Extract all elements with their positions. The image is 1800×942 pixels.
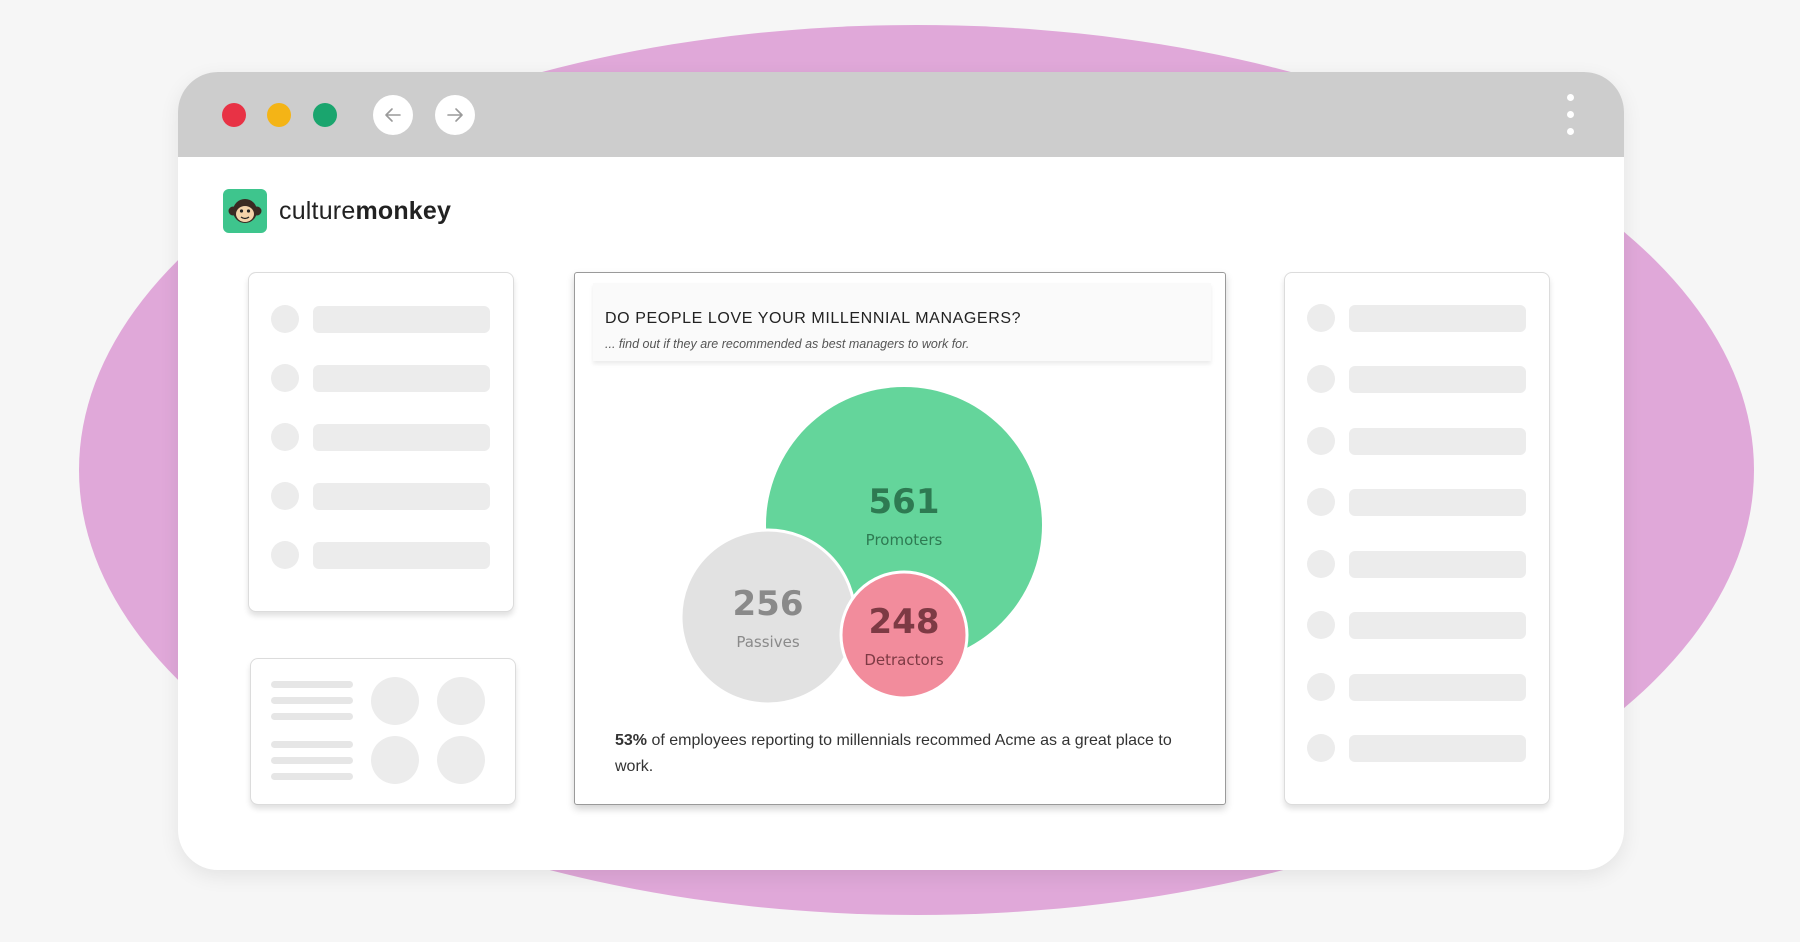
placeholder-row: [271, 364, 491, 392]
question-header: DO PEOPLE LOVE YOUR MILLENNIAL MANAGERS?…: [593, 283, 1211, 361]
placeholder-line: [271, 713, 353, 720]
placeholder-row: [1307, 611, 1527, 639]
summary-percentage: 53%: [615, 732, 648, 749]
bubble-passives[interactable]: 256 Passives: [679, 528, 857, 706]
bubble-value-detractors: 248: [869, 602, 940, 642]
placeholder-row: [1307, 488, 1527, 516]
bubble-label-passives: Passives: [736, 633, 799, 651]
close-button[interactable]: [222, 103, 246, 127]
forward-button[interactable]: [435, 95, 475, 135]
placeholder-grid-card: [250, 658, 516, 805]
question-subtitle: ... find out if they are recommended as …: [605, 337, 970, 351]
question-title: DO PEOPLE LOVE YOUR MILLENNIAL MANAGERS?: [605, 310, 1022, 327]
maximize-button[interactable]: [313, 103, 337, 127]
placeholder-line: [271, 773, 353, 780]
placeholder-circle: [371, 736, 419, 784]
bubble-label-detractors: Detractors: [864, 651, 943, 669]
arrow-right-icon: [447, 108, 463, 122]
back-button[interactable]: [373, 95, 413, 135]
placeholder-row: [1307, 304, 1527, 332]
brand-name: culturemonkey: [279, 197, 451, 226]
monkey-icon: [223, 189, 267, 233]
bubble-value-passives: 256: [733, 584, 804, 624]
browser-window: culturemonkey DO PEOPLE L: [178, 72, 1624, 870]
summary-body: of employees reporting to millennials re…: [615, 732, 1172, 775]
placeholder-line: [271, 757, 353, 764]
placeholder-row: [1307, 734, 1527, 762]
bubble-label-promoters: Promoters: [866, 531, 943, 549]
brand-name-bold: monkey: [355, 196, 452, 225]
minimize-button[interactable]: [267, 103, 291, 127]
placeholder-line: [271, 697, 353, 704]
placeholder-row: [1307, 427, 1527, 455]
kebab-menu-icon[interactable]: [1564, 94, 1576, 138]
placeholder-row: [271, 423, 491, 451]
brand-name-light: culture: [279, 196, 356, 225]
placeholder-row: [1307, 365, 1527, 393]
nps-bubble-chart: 561 Promoters 256 Passives 248 Detractors: [679, 387, 1042, 706]
survey-result-card: DO PEOPLE LOVE YOUR MILLENNIAL MANAGERS?…: [574, 272, 1226, 805]
bubble-value-promoters: 561: [869, 482, 940, 522]
brand-logo[interactable]: culturemonkey: [223, 189, 451, 233]
placeholder-line: [271, 681, 353, 688]
placeholder-row: [271, 482, 491, 510]
placeholder-row: [271, 305, 491, 333]
placeholder-line: [271, 741, 353, 748]
placeholder-circle: [437, 677, 485, 725]
title-bar: [178, 72, 1624, 157]
placeholder-list-card-left: [248, 272, 514, 612]
placeholder-row: [1307, 673, 1527, 701]
placeholder-list-card-right: [1284, 272, 1550, 805]
placeholder-circle: [371, 677, 419, 725]
bubble-circle-detractors: [839, 570, 969, 700]
placeholder-circle: [437, 736, 485, 784]
summary-text: 53% of employees reporting to millennial…: [615, 728, 1205, 780]
placeholder-row: [271, 541, 491, 569]
placeholder-row: [1307, 550, 1527, 578]
arrow-left-icon: [385, 108, 401, 122]
bubble-detractors[interactable]: 248 Detractors: [839, 570, 969, 700]
